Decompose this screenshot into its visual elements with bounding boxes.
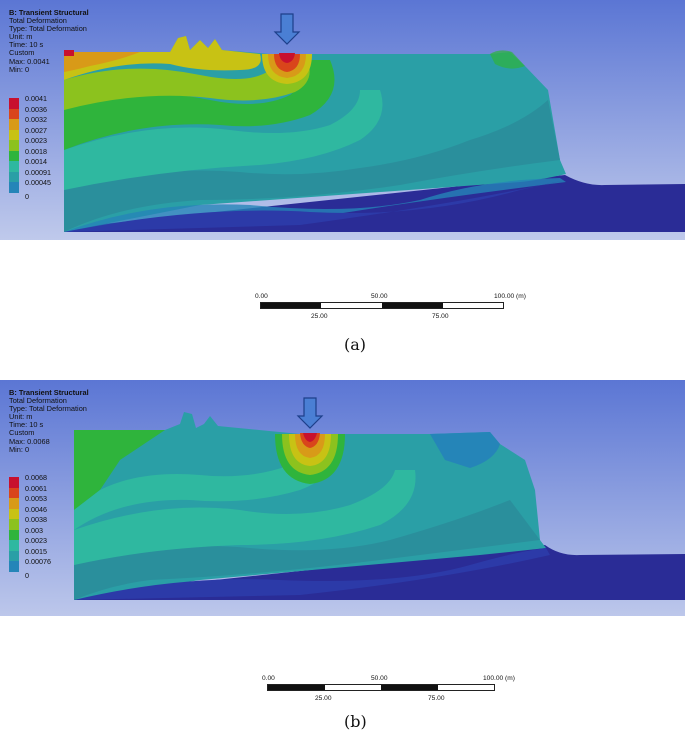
scale-bar-a: 0.00 50.00 100.00 (m) 25.00 75.00 <box>255 293 526 323</box>
scale-tick: 100.00 (m) <box>494 293 526 300</box>
scale-tick: 100.00 (m) <box>483 675 515 682</box>
result-name: Total Deformation <box>9 396 67 406</box>
legend-swatch <box>9 540 19 551</box>
legend-value: 0.0032 <box>25 115 47 124</box>
legend-value: 0.0038 <box>25 515 47 524</box>
legend-value: 0.00045 <box>25 178 51 187</box>
figure-caption-b: (b) <box>344 712 367 731</box>
result-unit: Unit: m <box>9 412 33 422</box>
result-type: Type: Total Deformation <box>9 404 87 414</box>
legend-swatch <box>9 487 19 498</box>
legend-swatch <box>9 519 19 530</box>
scale-bar-b: 0.00 50.00 100.00 (m) 25.00 75.00 <box>262 675 530 705</box>
result-time: Time: 10 s <box>9 40 44 50</box>
legend-swatch <box>9 171 19 182</box>
scale-bar-body <box>267 684 495 691</box>
viewport-a[interactable]: B: Transient Structural Total Deformatio… <box>0 0 685 328</box>
legend-swatch <box>9 550 19 561</box>
scale-tick: 0.00 <box>255 293 268 300</box>
result-title: B: Transient Structural <box>9 8 89 17</box>
down-arrow-icon <box>273 13 301 45</box>
legend-swatch <box>9 129 19 140</box>
result-name: Total Deformation <box>9 16 67 26</box>
scale-tick: 50.00 <box>371 675 388 682</box>
result-max: Max: 0.0041 <box>9 56 50 66</box>
legend-swatch <box>9 561 19 572</box>
legend-swatch <box>9 161 19 172</box>
legend-swatch <box>9 108 19 119</box>
legend-value: 0.0018 <box>25 146 47 156</box>
model-view-a[interactable] <box>0 0 685 328</box>
legend-value: 0.0061 <box>25 483 47 493</box>
figure-caption-a: (a) <box>344 335 367 354</box>
legend-swatch <box>9 508 19 519</box>
result-min: Min: 0 <box>9 444 30 454</box>
legend-swatch <box>9 98 19 109</box>
scale-bar-body <box>260 302 504 309</box>
result-type: Type: Total Deformation <box>9 24 87 34</box>
scale-tick: 0.00 <box>262 675 275 682</box>
legend-value: 0.0027 <box>25 125 47 135</box>
legend-value: 0.0046 <box>25 504 47 514</box>
legend-value: 0.0053 <box>25 494 47 503</box>
legend-value: 0.00091 <box>25 167 51 177</box>
legend-value: 0.0014 <box>25 157 47 166</box>
result-time: Time: 10 s <box>9 420 44 430</box>
result-title: B: Transient Structural <box>9 388 89 397</box>
legend-value: 0.0015 <box>25 546 47 556</box>
legend-value: 0.0041 <box>25 94 47 103</box>
scale-tick: 75.00 <box>432 313 449 320</box>
result-scale: Custom <box>9 428 35 438</box>
legend-value: 0.0023 <box>25 136 47 145</box>
legend-value: 0.0068 <box>25 473 47 482</box>
result-unit: Unit: m <box>9 32 33 42</box>
result-info-a: B: Transient Structural Total Deformatio… <box>9 8 89 74</box>
scale-tick: 75.00 <box>428 695 445 702</box>
legend-value: 0 <box>25 570 29 580</box>
viewport-b[interactable]: B: Transient Structural Total Deformatio… <box>0 380 685 712</box>
result-max: Max: 0.0068 <box>9 436 50 446</box>
legend-swatch <box>9 477 19 488</box>
legend-swatch <box>9 150 19 161</box>
legend-value: 0.00076 <box>25 557 51 566</box>
legend-value: 0.0023 <box>25 536 47 545</box>
scale-tick: 50.00 <box>371 293 388 300</box>
result-min: Min: 0 <box>9 64 30 74</box>
legend-value: 0.0036 <box>25 104 47 114</box>
result-info-b: B: Transient Structural Total Deformatio… <box>9 388 89 454</box>
legend-swatch <box>9 182 19 193</box>
result-scale: Custom <box>9 48 35 58</box>
legend-swatch <box>9 119 19 130</box>
legend-value: 0 <box>25 191 29 201</box>
legend-swatch <box>9 498 19 509</box>
legend-swatch <box>9 529 19 540</box>
scale-tick: 25.00 <box>315 695 332 702</box>
legend-value: 0.003 <box>25 525 43 535</box>
legend-swatch <box>9 140 19 151</box>
model-view-b[interactable] <box>0 380 685 712</box>
down-arrow-icon <box>296 397 324 429</box>
scale-tick: 25.00 <box>311 313 328 320</box>
